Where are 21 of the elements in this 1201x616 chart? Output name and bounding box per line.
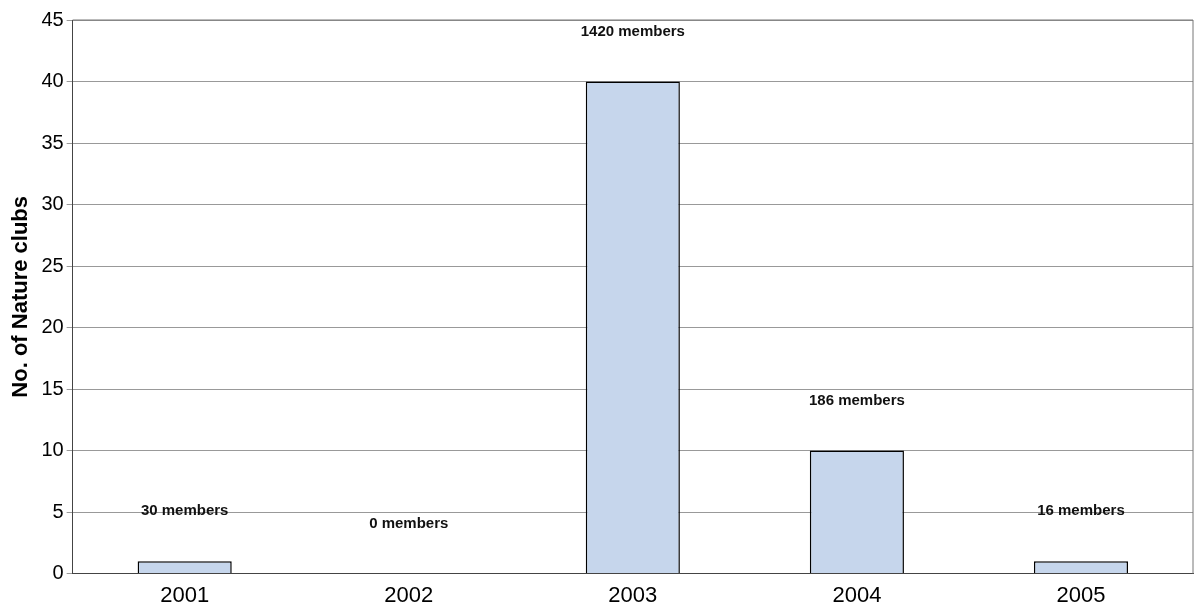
annotation: 0 members bbox=[369, 513, 449, 531]
y-tick-label: 30 bbox=[41, 192, 64, 215]
annotation: 1420 members bbox=[580, 21, 685, 39]
y-tick-label: 5 bbox=[52, 499, 64, 522]
y-axis-title: No. of Nature clubs bbox=[7, 195, 33, 398]
x-tick-label: 2001 bbox=[160, 581, 210, 607]
x-tick-label: 2005 bbox=[1056, 581, 1106, 607]
y-tick-label: 40 bbox=[41, 69, 64, 92]
annotation: 16 members bbox=[1037, 501, 1125, 519]
y-tick-label: 15 bbox=[41, 376, 64, 399]
y-tick-label: 20 bbox=[41, 315, 64, 338]
annotation: 30 members bbox=[140, 501, 229, 519]
x-tick-label: 2002 bbox=[384, 581, 434, 607]
y-tick-label: 35 bbox=[41, 130, 64, 153]
annotation: 186 members bbox=[808, 390, 905, 408]
y-tick-label: 0 bbox=[52, 561, 64, 584]
y-tick-label: 25 bbox=[41, 253, 64, 276]
y-tick-label: 10 bbox=[41, 438, 64, 461]
y-tick-label: 45 bbox=[41, 7, 64, 30]
x-tick-label: 2003 bbox=[608, 581, 658, 607]
x-tick-label: 2004 bbox=[832, 581, 882, 607]
